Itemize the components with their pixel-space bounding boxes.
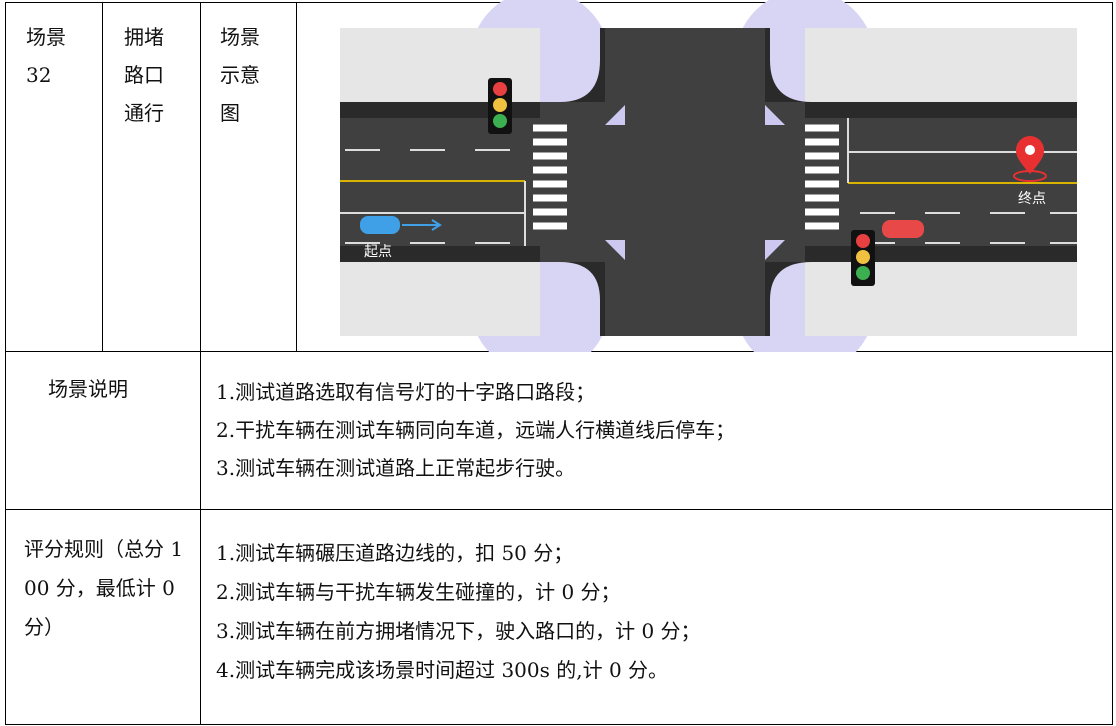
description-label: 场景说明 (48, 377, 128, 401)
list-item: 1.测试车辆碾压道路边线的，扣 50 分； (216, 541, 574, 565)
end-pin-ring (1013, 170, 1047, 182)
border (200, 2, 201, 725)
diagram-label: 场景示意图 (220, 25, 260, 125)
list-item: 2.测试车辆与干扰车辆发生碰撞的，计 0 分； (216, 580, 621, 604)
list-item: 3.测试车辆在前方拥堵情况下，驶入路口的，计 0 分； (216, 619, 701, 643)
border (296, 2, 297, 352)
light-yellow (493, 98, 507, 112)
bg (805, 28, 1077, 102)
interfering-vehicle (882, 220, 924, 238)
list-item: 1.测试道路选取有信号灯的十字路口路段； (216, 380, 596, 404)
junction (540, 102, 805, 262)
list-item: 4.测试车辆完成该场景时间超过 300s 的,计 0 分。 (216, 658, 669, 682)
lane-dashes (345, 149, 1077, 244)
bg (340, 262, 540, 336)
start-label: 起点 (364, 244, 392, 260)
light-green (856, 266, 870, 280)
light-yellow (856, 250, 870, 264)
end-label: 终点 (1018, 191, 1046, 207)
test-vehicle (360, 216, 400, 234)
end-pin-dot (1025, 145, 1035, 155)
light-red (856, 234, 870, 248)
scoring-label: 评分规则（总分 100 分，最低计 0 分） (24, 537, 184, 639)
scenario-id: 场景32 (26, 25, 66, 87)
border (102, 2, 103, 352)
light-red (493, 82, 507, 96)
scenario-diagram: 起点 终点 (340, 0, 1077, 352)
list-item: 2.干扰车辆在测试车辆同向车道，远端人行横道线后停车； (216, 418, 736, 442)
scenario-name: 拥堵路口通行 (124, 25, 164, 125)
list-item: 3.测试车辆在测试道路上正常起步行驶。 (216, 456, 576, 480)
bg (805, 262, 1077, 336)
arrows (605, 105, 785, 260)
border (5, 724, 1113, 725)
direction-arrow (431, 219, 442, 231)
light-green (493, 114, 507, 128)
border (5, 2, 6, 725)
crosswalk (533, 124, 839, 230)
border (5, 509, 1113, 510)
border (1112, 2, 1113, 725)
